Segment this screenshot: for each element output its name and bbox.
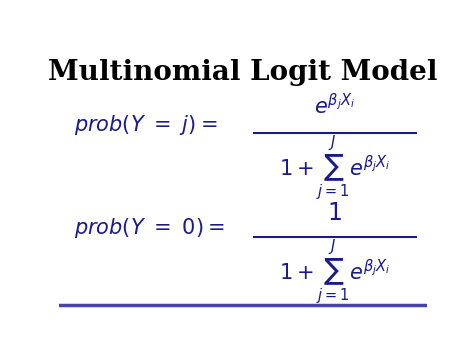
Text: $1 + \sum_{j=1}^{J} e^{\beta_j X_i}$: $1 + \sum_{j=1}^{J} e^{\beta_j X_i}$ [279, 238, 391, 307]
Text: Multinomial Logit Model: Multinomial Logit Model [48, 59, 438, 86]
Text: $prob(Y\ =\ j) =$: $prob(Y\ =\ j) =$ [74, 113, 217, 137]
Text: $prob(Y\ =\ 0) =$: $prob(Y\ =\ 0) =$ [74, 217, 225, 240]
Text: $1$: $1$ [328, 202, 342, 225]
Text: $1 + \sum_{j=1}^{J} e^{\beta_j X_i}$: $1 + \sum_{j=1}^{J} e^{\beta_j X_i}$ [279, 134, 391, 203]
Text: $e^{\beta_j X_i}$: $e^{\beta_j X_i}$ [314, 93, 356, 118]
